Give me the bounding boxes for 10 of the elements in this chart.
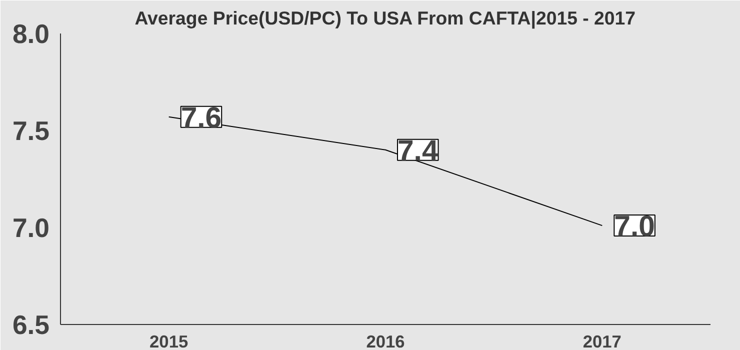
x-tick-label: 2015 [150, 332, 188, 350]
y-tick-label: 8.0 [12, 19, 50, 49]
data-label: 7.6 [180, 101, 222, 134]
y-tick-label: 7.5 [12, 116, 50, 146]
x-tick-label: 2017 [582, 332, 622, 350]
data-label: 7.0 [614, 210, 655, 244]
y-tick-label: 6.5 [12, 310, 50, 340]
x-tick-label: 2016 [366, 332, 406, 350]
y-tick-label: 7.0 [12, 213, 50, 243]
chart-title: Average Price(USD/PC) To USA From CAFTA|2015 - 2017 [134, 8, 636, 30]
